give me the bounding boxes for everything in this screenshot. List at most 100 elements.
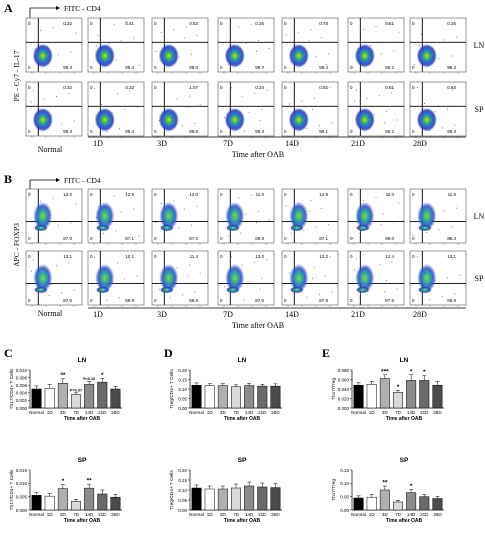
event-dot [375, 197, 377, 199]
quadrant-ll-value: 99.4 [63, 129, 72, 134]
event-dot [263, 67, 265, 69]
quadrant-q3-zero: 0 [350, 236, 353, 241]
plot-frame [409, 81, 467, 137]
event-dot [375, 26, 377, 28]
significance-marker: P=0.07 [70, 388, 82, 392]
x-tick-label: Normal [29, 512, 44, 517]
quadrant-ll-value: 87.0 [63, 236, 72, 241]
event-dot [185, 197, 187, 199]
x-tick-label: 28D [433, 410, 442, 415]
event-dot [55, 265, 57, 267]
event-dot [357, 218, 359, 220]
event-dot [331, 122, 333, 124]
flow-plot: 0 0 0.78 99.4 [281, 17, 339, 74]
plot-frame [151, 81, 209, 137]
flow-plot: 0 0 0.32 99.4 [87, 81, 145, 138]
quadrant-q3-zero: 0 [90, 236, 93, 241]
event-dot [29, 192, 31, 194]
cell-population [224, 43, 245, 68]
chart-title: SP [78, 457, 87, 464]
event-dot [301, 269, 303, 271]
event-dot [380, 53, 382, 55]
bar [57, 383, 68, 409]
event-dot [450, 226, 452, 228]
event-dot [424, 271, 426, 273]
flow-plot: 0 0 11.0 89.0 [347, 188, 405, 245]
event-dot [418, 215, 420, 217]
quadrant-q3-zero: 0 [284, 236, 287, 241]
quadrant-ll-value: 87.1 [125, 236, 134, 241]
cell-population [355, 263, 375, 293]
cell-population [417, 201, 437, 231]
quadrant-ul-value: 0.92 [319, 85, 328, 90]
event-dot [285, 205, 287, 207]
flow-plot: 0 0 11.0 89.0 [217, 188, 275, 245]
quadrant-q3-zero: 0 [28, 129, 31, 134]
flow-plot: 0 0 0.24 99.4 [217, 81, 275, 138]
event-dot [425, 232, 427, 234]
cell-population-low [290, 224, 304, 232]
cell-population [33, 201, 53, 231]
event-dot [420, 204, 422, 206]
event-dot [47, 216, 49, 218]
quadrant-q1-zero: 0 [28, 21, 31, 26]
x-tick-label: 3D [382, 512, 389, 517]
flow-plot: 0 0 0.63 99.4 [409, 81, 467, 138]
flow-plot: 0 0 11.4 88.6 [151, 250, 209, 307]
event-dot [199, 272, 201, 274]
bar [31, 495, 42, 511]
event-dot [315, 56, 317, 57]
x-tick-label: Normal [351, 410, 366, 415]
cell-population [32, 43, 53, 68]
event-dot [70, 222, 72, 224]
cell-population [417, 263, 437, 293]
bar [419, 380, 430, 409]
cell-population [33, 263, 53, 293]
quadrant-q1-zero: 0 [284, 21, 287, 26]
plot-frame [25, 17, 83, 73]
x-tick-label: 14D [407, 410, 416, 415]
cell-population-low [34, 224, 48, 232]
quadrant-ul-value: 0.61 [385, 21, 394, 26]
flow-plot: 0 0 13.0 87.0 [151, 188, 209, 245]
event-dot [324, 106, 326, 108]
event-dot [387, 194, 389, 196]
event-dot [396, 119, 398, 121]
event-dot [103, 232, 105, 234]
quadrant-ul-value: 13.0 [63, 192, 72, 197]
quadrant-q1-zero: 0 [154, 85, 157, 90]
y-tick-label: 0.004 [16, 391, 28, 396]
bar-chart: SP 0.00 0.05 0.10 0.15 Th17/Treg Normal 1D 3D 7D 1… [331, 457, 444, 524]
event-dot [257, 39, 259, 41]
event-dot [303, 58, 305, 60]
quadrant-ll-value: 99.4 [63, 65, 72, 70]
cell-population-low [226, 286, 240, 294]
event-dot [164, 270, 166, 272]
event-dot [167, 48, 169, 50]
timepoint-label: 28D [413, 139, 427, 148]
quadrant-q1-zero: 0 [412, 254, 415, 259]
flow-plot: 0 0 12.4 87.6 [347, 250, 405, 307]
quadrant-ll-value: 89.0 [255, 236, 264, 241]
event-dot [52, 198, 54, 200]
plot-frame [151, 17, 209, 73]
x-tick-label: 14D [407, 512, 416, 517]
tissue-label: LN [474, 41, 485, 50]
quadrant-ul-value: 0.61 [385, 85, 394, 90]
quadrant-q1-zero: 0 [284, 254, 287, 259]
quadrant-q1-zero: 0 [28, 254, 31, 259]
plot-frame [25, 81, 83, 137]
y-tick-label: 0.05 [340, 494, 349, 499]
bar [71, 394, 81, 409]
y-axis-label: Treg/CD4+ T Cells [169, 470, 175, 510]
flow-plot: 0 0 0.32 99.4 [25, 17, 83, 74]
event-dot [416, 86, 418, 88]
event-dot [456, 207, 458, 209]
y-tick-label: 0.15 [178, 377, 187, 382]
quadrant-q3-zero: 0 [412, 65, 415, 70]
event-dot [245, 213, 247, 215]
cell-population-low [418, 286, 432, 294]
cell-population-low [96, 286, 110, 294]
